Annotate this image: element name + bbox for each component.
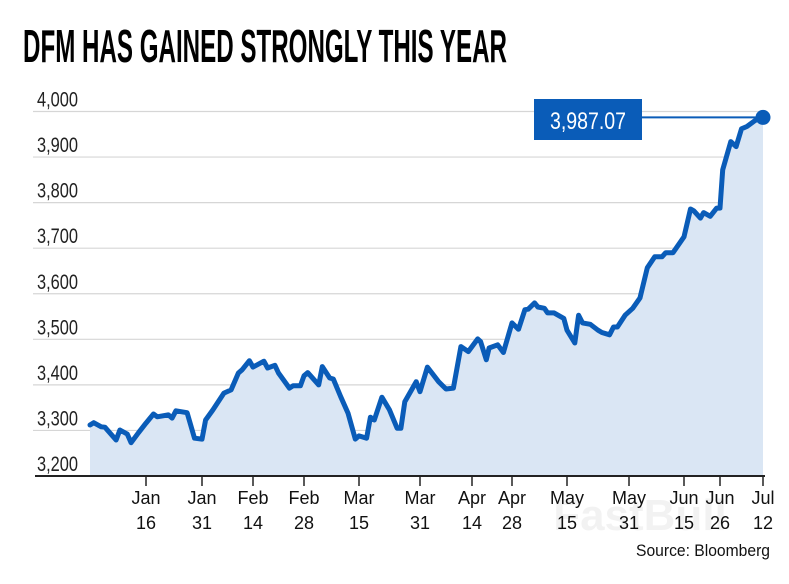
chart-title: DFM HAS GAINED STRONGLY THIS YEAR [23,20,507,72]
x-tick-month: Apr [458,488,486,508]
x-tick-day: 31 [410,513,430,533]
x-tick-month: Jul [751,488,774,508]
x-tick-day: 26 [710,513,730,533]
x-tick-day: 15 [674,513,694,533]
x-tick-day: 15 [349,513,369,533]
x-axis-ticks: Jan 16 Jan 31 Feb 14 Feb 28 Mar 15 Mar 31 Apr 14 Apr 28… [131,476,775,533]
source-note: Source: Bloomberg [636,541,770,560]
x-tick-month: Feb [237,488,268,508]
y-tick-label: 3,300 [37,407,78,430]
y-tick-label: 3,200 [37,453,78,476]
x-tick-day: 15 [557,513,577,533]
x-tick-month: Mar [344,488,375,508]
x-tick-month: May [612,488,646,508]
y-tick-label: 3,600 [37,271,78,294]
last-point-marker [755,109,771,125]
x-tick-month: Jun [669,488,698,508]
y-tick-label: 3,500 [37,316,78,339]
x-tick-month: Mar [405,488,436,508]
y-tick-label: 3,900 [37,134,78,157]
area-fill [90,117,763,477]
callout-label: 3,987.07 [550,108,626,135]
x-tick-day: 28 [502,513,522,533]
x-tick-day: 31 [619,513,639,533]
x-tick-day: 14 [462,513,482,533]
x-tick-day: 16 [136,513,156,533]
x-tick-day: 31 [192,513,212,533]
x-tick-month: Feb [288,488,319,508]
price-line [87,114,766,446]
x-tick-day: 14 [243,513,263,533]
x-tick-day: 12 [753,513,773,533]
y-tick-label: 3,800 [37,180,78,203]
x-tick-month: Apr [498,488,526,508]
x-tick-month: May [550,488,584,508]
x-tick-month: Jan [131,488,160,508]
x-tick-month: Jun [705,488,734,508]
y-axis-labels: 3,200 3,300 3,400 3,500 3,600 3,700 3,800 3,900… [37,89,78,477]
x-tick-month: Jan [187,488,216,508]
y-tick-label: 3,400 [37,362,78,385]
last-value-callout: 3,987.07 [534,99,771,140]
y-tick-label: 4,000 [37,89,78,112]
gridlines [33,110,763,432]
x-tick-day: 28 [294,513,314,533]
watermark: FastBull [553,491,727,540]
y-tick-label: 3,700 [37,225,78,248]
callout-box [534,99,642,140]
